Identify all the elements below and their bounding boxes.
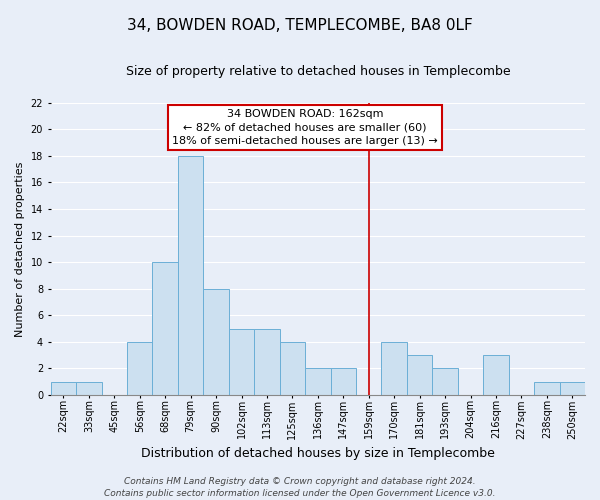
Bar [127, 342, 152, 395]
Bar [407, 355, 433, 395]
Bar [254, 328, 280, 395]
Title: Size of property relative to detached houses in Templecombe: Size of property relative to detached ho… [125, 65, 510, 78]
Bar [483, 355, 509, 395]
Bar [152, 262, 178, 395]
Text: 34, BOWDEN ROAD, TEMPLECOMBE, BA8 0LF: 34, BOWDEN ROAD, TEMPLECOMBE, BA8 0LF [127, 18, 473, 32]
Bar [560, 382, 585, 395]
Text: Contains HM Land Registry data © Crown copyright and database right 2024.
Contai: Contains HM Land Registry data © Crown c… [104, 476, 496, 498]
Bar [534, 382, 560, 395]
Bar [331, 368, 356, 395]
Bar [76, 382, 101, 395]
Bar [203, 288, 229, 395]
Bar [178, 156, 203, 395]
Bar [382, 342, 407, 395]
Bar [305, 368, 331, 395]
Text: 34 BOWDEN ROAD: 162sqm
← 82% of detached houses are smaller (60)
18% of semi-det: 34 BOWDEN ROAD: 162sqm ← 82% of detached… [172, 110, 438, 146]
Y-axis label: Number of detached properties: Number of detached properties [15, 161, 25, 336]
X-axis label: Distribution of detached houses by size in Templecombe: Distribution of detached houses by size … [141, 447, 495, 460]
Bar [50, 382, 76, 395]
Bar [229, 328, 254, 395]
Bar [433, 368, 458, 395]
Bar [280, 342, 305, 395]
